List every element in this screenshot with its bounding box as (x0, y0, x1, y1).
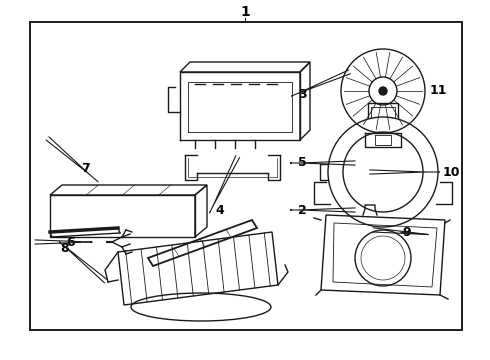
Text: 11: 11 (430, 85, 447, 98)
Text: 5: 5 (298, 157, 307, 170)
Text: 3: 3 (298, 89, 307, 102)
Text: 7: 7 (81, 162, 89, 175)
Text: 6: 6 (66, 235, 75, 248)
Bar (30, 22, 462, 330)
Circle shape (379, 87, 387, 95)
Text: 1: 1 (240, 5, 250, 19)
Text: 4: 4 (215, 203, 224, 216)
Text: 8: 8 (61, 242, 69, 255)
Text: 2: 2 (298, 203, 307, 216)
Text: 9: 9 (402, 225, 411, 238)
Text: 10: 10 (443, 166, 461, 179)
